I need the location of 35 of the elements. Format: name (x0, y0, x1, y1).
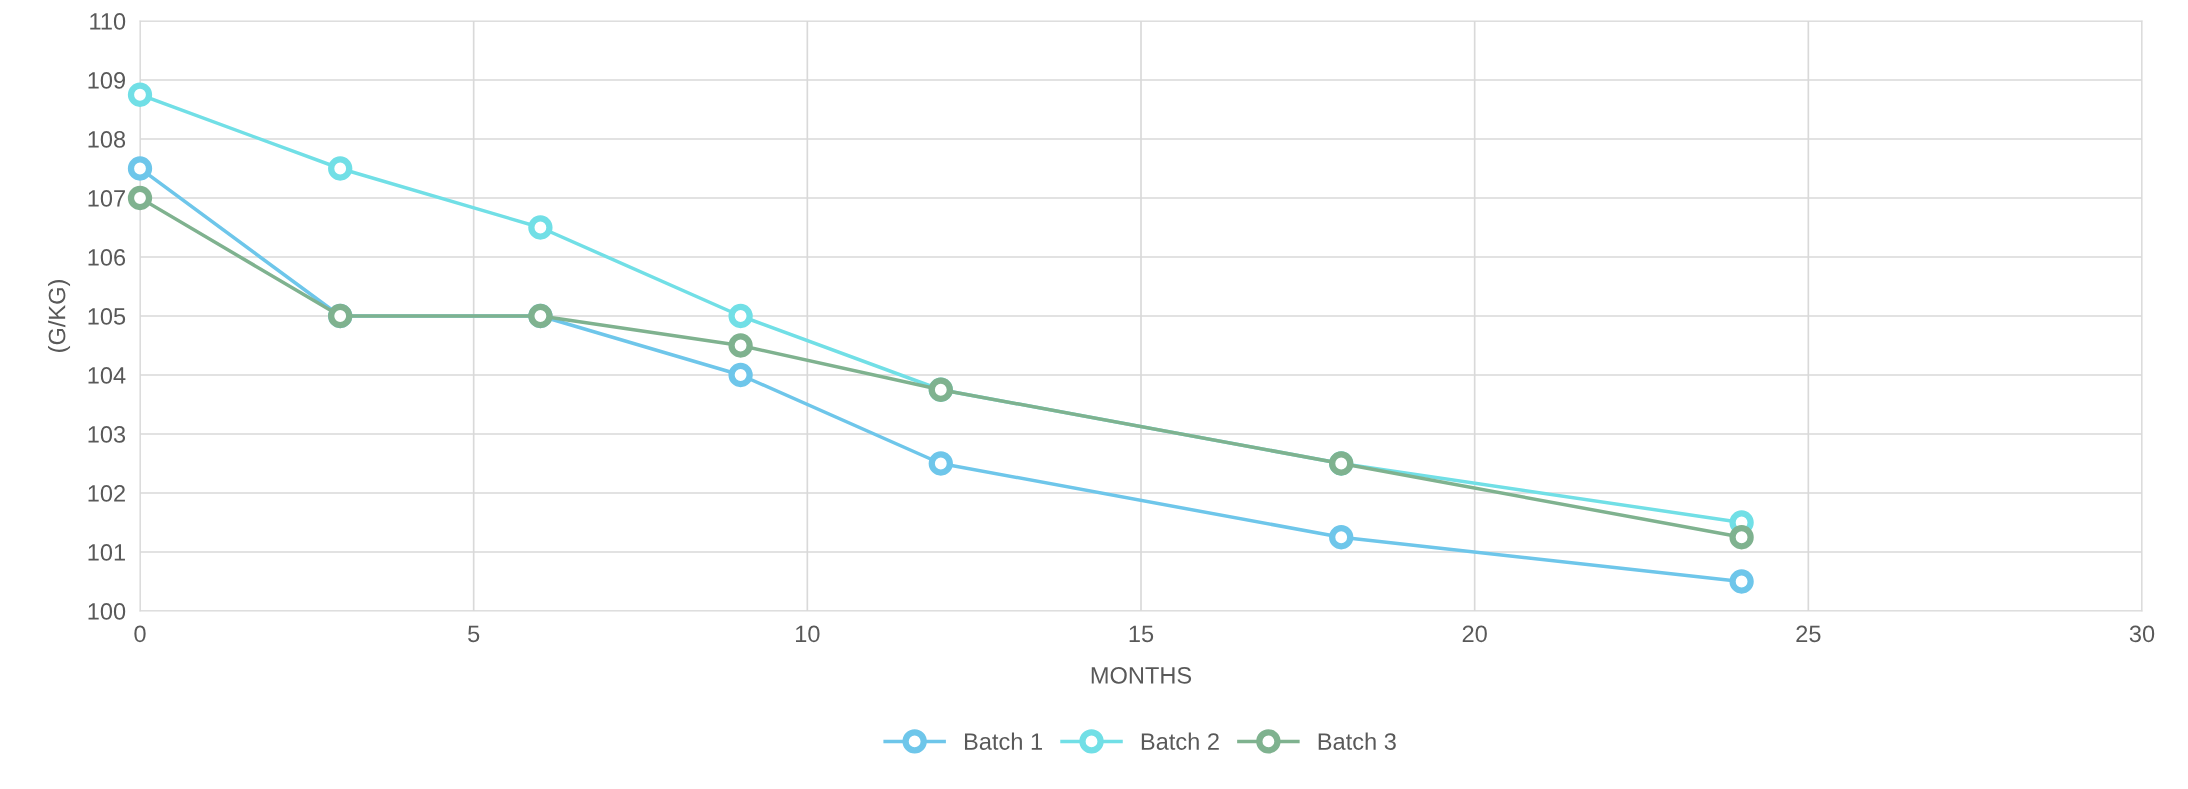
point (728, 362, 753, 388)
point (728, 333, 753, 358)
x-tick-label: 5 (468, 625, 480, 643)
point (528, 215, 553, 240)
point (728, 303, 753, 329)
y-tick-label: 105 (88, 308, 126, 325)
x-tick-label: 10 (796, 625, 820, 643)
x-tick-label: 30 (2129, 625, 2155, 643)
x-tick-label: 25 (1796, 625, 1821, 643)
x-tick-label: 15 (1129, 625, 1154, 643)
legend-label: Batch 2 (1141, 732, 1219, 750)
y-tick-label: 102 (88, 485, 125, 502)
point (127, 185, 153, 211)
legend-label: Batch 3 (1318, 732, 1396, 750)
point (127, 82, 153, 107)
point (328, 156, 353, 181)
point (127, 156, 153, 181)
point (1729, 525, 1754, 550)
point (928, 451, 953, 476)
point (1329, 525, 1354, 550)
y-tick-label: 104 (88, 367, 126, 384)
x-axis-title: MONTHS (1091, 666, 1192, 684)
y-tick-label: 107 (88, 190, 125, 207)
y-tick-label: 101 (88, 544, 125, 561)
y-tick-label: 103 (88, 426, 126, 443)
y-axis-title: (G/KG) (48, 280, 71, 352)
y-tick-label: 110 (90, 13, 126, 30)
y-tick-label: 109 (88, 72, 125, 89)
legend-label: Batch 1 (964, 732, 1042, 750)
y-tick-label: 100 (88, 603, 126, 620)
y-tick-label: 106 (88, 249, 126, 266)
point (1729, 569, 1754, 594)
y-tick-label: 108 (88, 131, 126, 148)
x-tick-label: 0 (134, 625, 146, 643)
x-tick-label: 20 (1462, 625, 1487, 643)
